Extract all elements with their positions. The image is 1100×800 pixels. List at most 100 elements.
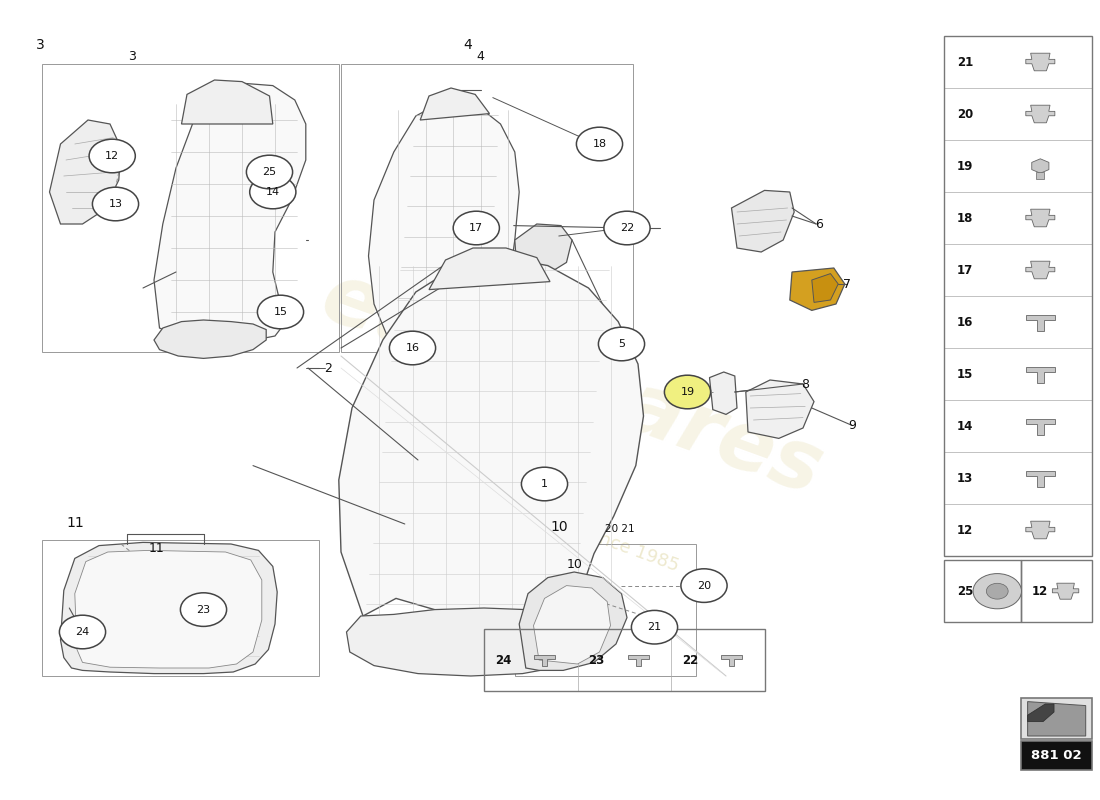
Circle shape	[246, 155, 293, 189]
Text: 20 21: 20 21	[605, 525, 635, 534]
Circle shape	[89, 139, 135, 173]
Polygon shape	[732, 190, 794, 252]
Text: 10: 10	[550, 520, 568, 534]
Text: 19: 19	[681, 387, 694, 397]
Polygon shape	[628, 655, 649, 666]
Polygon shape	[1026, 419, 1055, 435]
Text: 21: 21	[648, 622, 661, 632]
Text: 12: 12	[1032, 585, 1048, 598]
Text: 3: 3	[36, 38, 45, 52]
Polygon shape	[339, 258, 644, 622]
Text: 9: 9	[848, 419, 857, 432]
Polygon shape	[368, 100, 519, 348]
Polygon shape	[535, 655, 556, 666]
Polygon shape	[1026, 367, 1055, 383]
Text: 23: 23	[588, 654, 605, 666]
Circle shape	[389, 331, 436, 365]
Text: 17: 17	[470, 223, 483, 233]
Text: 24: 24	[495, 654, 512, 666]
Polygon shape	[519, 572, 627, 670]
Polygon shape	[182, 80, 273, 124]
Circle shape	[576, 127, 623, 161]
Text: 16: 16	[406, 343, 419, 353]
Text: 12: 12	[957, 523, 974, 537]
Polygon shape	[75, 550, 262, 668]
Text: 11: 11	[66, 517, 84, 530]
Polygon shape	[790, 268, 845, 310]
Text: 22: 22	[620, 223, 634, 233]
Text: 21: 21	[957, 55, 974, 69]
FancyBboxPatch shape	[1021, 741, 1092, 770]
Circle shape	[974, 574, 1022, 609]
Polygon shape	[812, 274, 838, 302]
Polygon shape	[429, 248, 550, 290]
Circle shape	[604, 211, 650, 245]
Text: 18: 18	[593, 139, 606, 149]
Polygon shape	[746, 380, 814, 438]
Polygon shape	[1027, 702, 1086, 736]
Polygon shape	[1026, 261, 1055, 279]
Polygon shape	[346, 608, 592, 676]
Text: 5: 5	[618, 339, 625, 349]
Polygon shape	[154, 320, 266, 358]
Circle shape	[521, 467, 568, 501]
Text: 15: 15	[274, 307, 287, 317]
Polygon shape	[1026, 209, 1055, 227]
Text: 17: 17	[957, 263, 974, 277]
Circle shape	[59, 615, 106, 649]
Polygon shape	[1026, 522, 1055, 539]
Polygon shape	[154, 83, 306, 342]
Text: 4: 4	[476, 50, 485, 62]
Text: a passion for parts since 1985: a passion for parts since 1985	[419, 465, 681, 575]
Polygon shape	[60, 542, 277, 674]
Polygon shape	[1036, 172, 1044, 179]
Circle shape	[453, 211, 499, 245]
Text: 13: 13	[957, 471, 974, 485]
Circle shape	[631, 610, 678, 644]
Text: 14: 14	[957, 419, 974, 433]
Polygon shape	[1026, 53, 1055, 71]
Polygon shape	[722, 655, 742, 666]
Circle shape	[257, 295, 304, 329]
Text: 23: 23	[197, 605, 210, 614]
Text: 18: 18	[957, 211, 974, 225]
Circle shape	[598, 327, 645, 361]
Text: 14: 14	[266, 187, 279, 197]
Text: 8: 8	[801, 378, 810, 390]
Text: 13: 13	[109, 199, 122, 209]
Circle shape	[987, 583, 1008, 599]
Text: 1: 1	[541, 479, 548, 489]
Text: 4: 4	[463, 38, 472, 52]
Text: 22: 22	[682, 654, 698, 666]
Text: 25: 25	[957, 585, 974, 598]
FancyBboxPatch shape	[1021, 698, 1092, 739]
Polygon shape	[1026, 106, 1055, 123]
Circle shape	[180, 593, 227, 626]
Text: eurospares: eurospares	[310, 256, 834, 512]
Text: 2: 2	[323, 362, 332, 374]
Text: 15: 15	[957, 367, 974, 381]
Polygon shape	[1026, 315, 1055, 331]
Text: 12: 12	[106, 151, 119, 161]
Text: 7: 7	[843, 278, 851, 290]
Polygon shape	[710, 372, 737, 414]
Circle shape	[92, 187, 139, 221]
Polygon shape	[1026, 471, 1055, 486]
Circle shape	[664, 375, 711, 409]
Polygon shape	[534, 586, 611, 664]
Text: 19: 19	[957, 159, 974, 173]
Text: 6: 6	[815, 218, 824, 230]
Text: 3: 3	[128, 50, 136, 62]
Text: 11: 11	[148, 542, 164, 554]
Polygon shape	[50, 120, 121, 224]
Text: 10: 10	[566, 558, 582, 570]
Polygon shape	[1027, 704, 1054, 722]
Text: 24: 24	[76, 627, 89, 637]
Polygon shape	[1053, 583, 1079, 599]
Text: 20: 20	[697, 581, 711, 590]
Text: 16: 16	[957, 315, 974, 329]
Circle shape	[250, 175, 296, 209]
Text: 25: 25	[263, 167, 276, 177]
Polygon shape	[1032, 158, 1049, 174]
Text: 20: 20	[957, 107, 974, 121]
